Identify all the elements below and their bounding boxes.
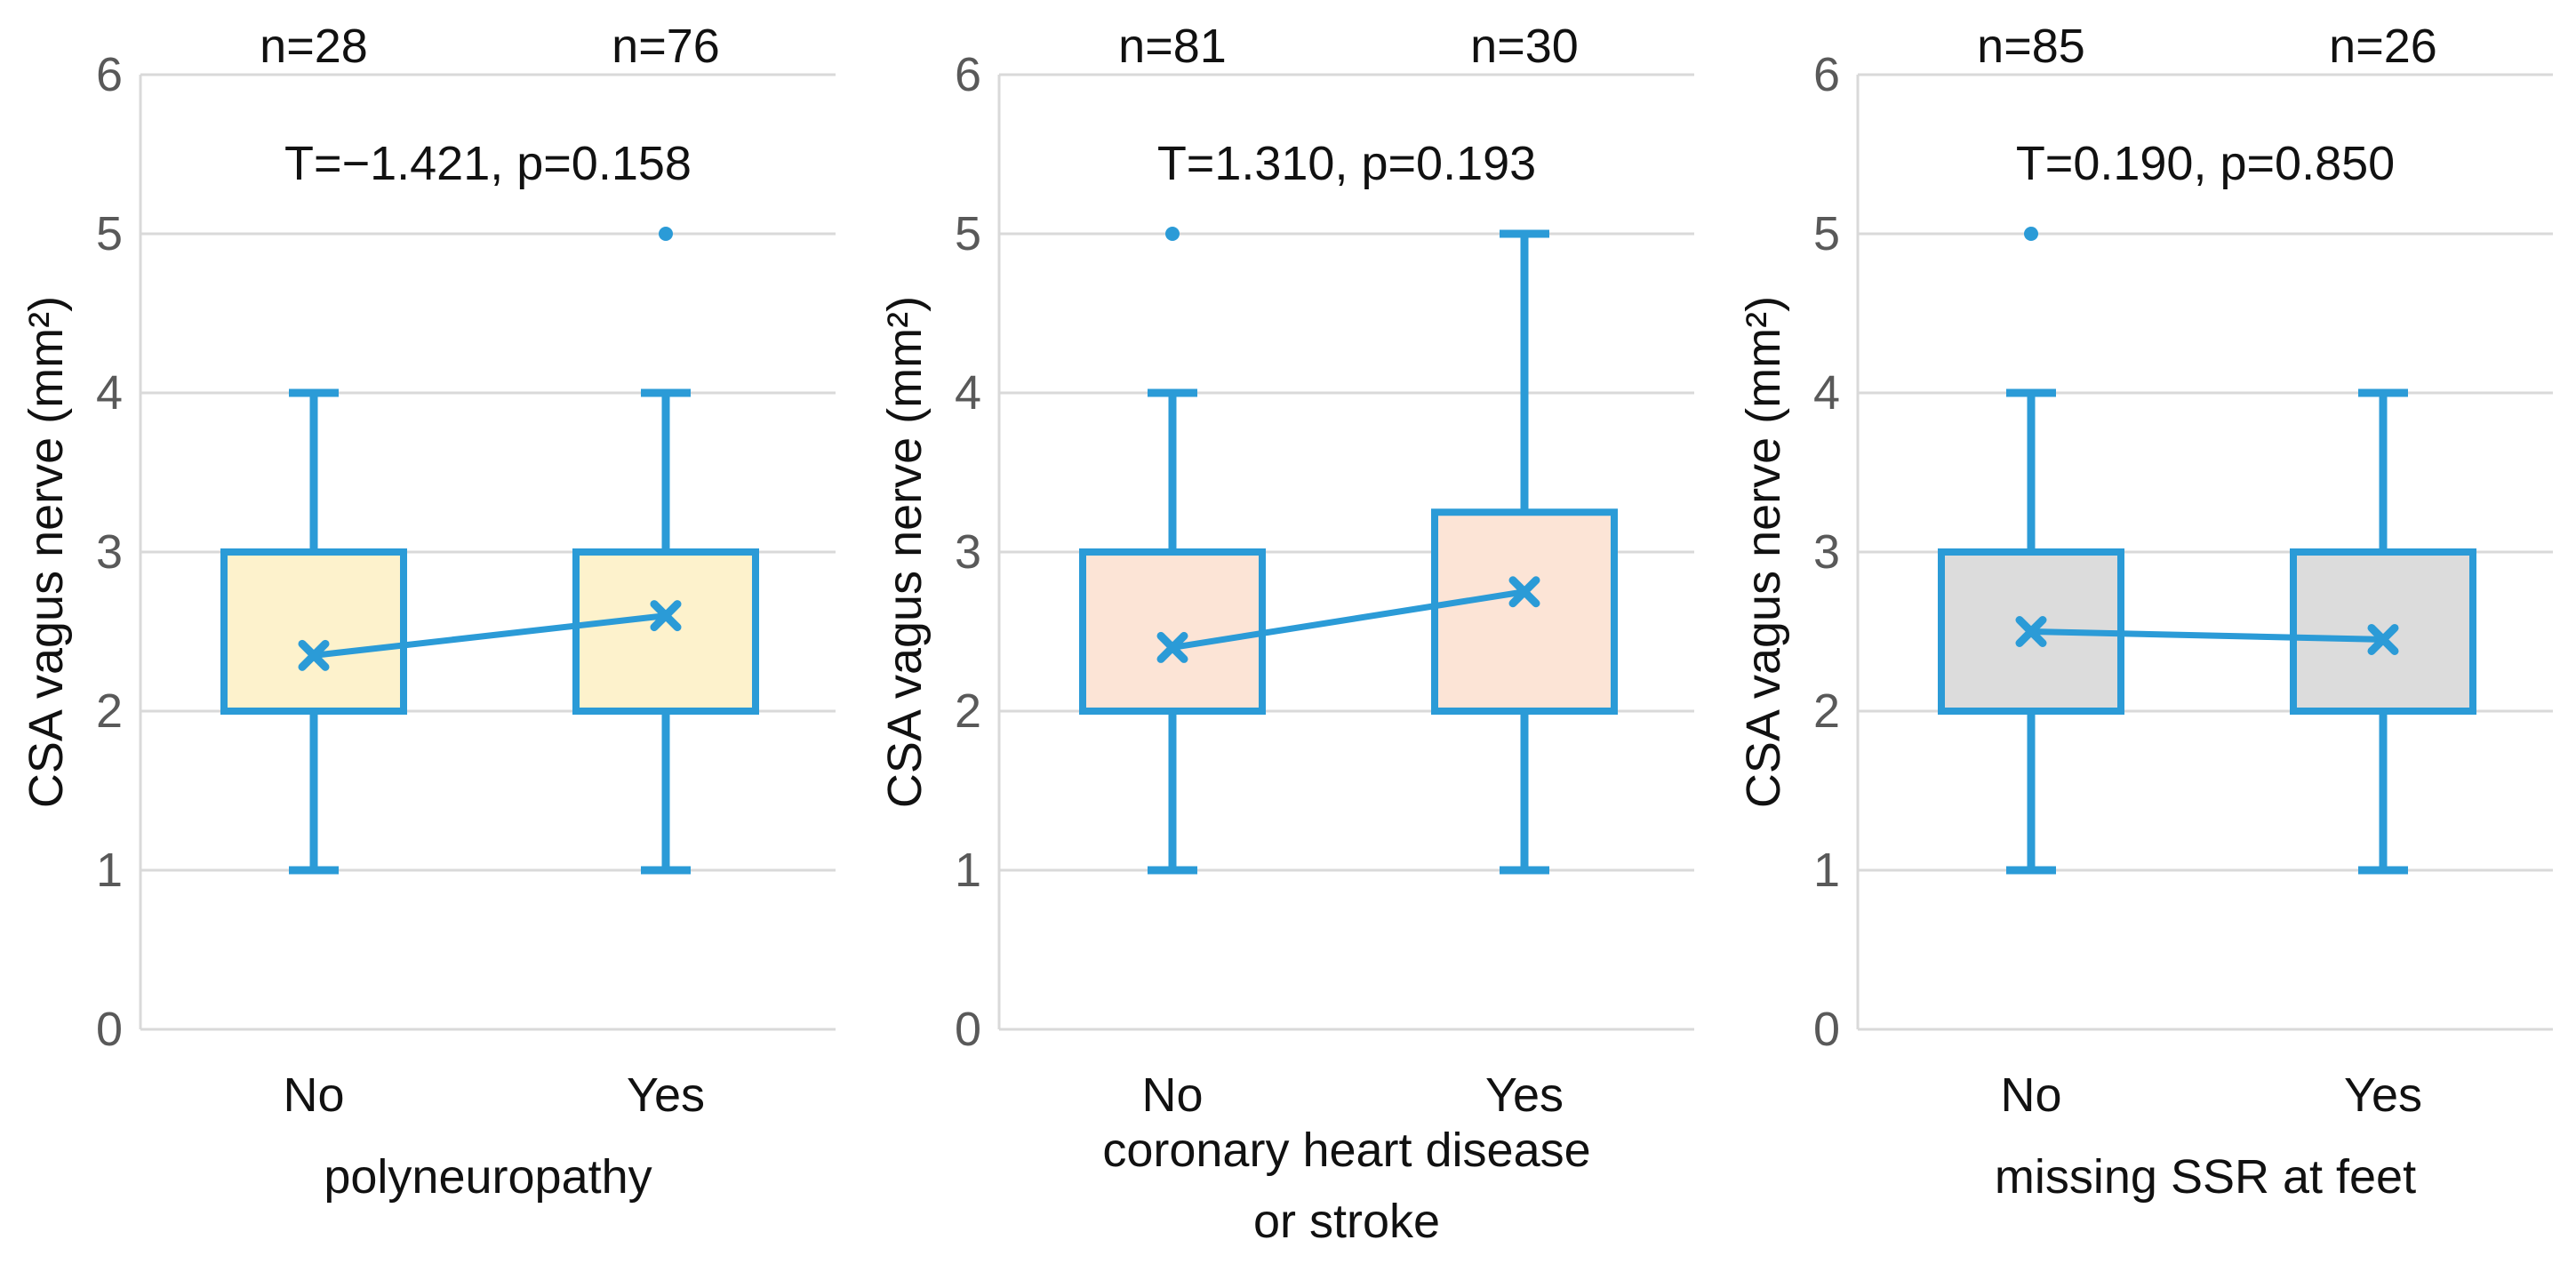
y-tick-label: 4 [955,366,981,420]
y-tick-label: 1 [955,844,981,897]
y-tick-label: 6 [955,48,981,101]
stats-label: T=0.190, p=0.850 [2016,137,2395,190]
sample-size-label: n=81 [1118,20,1227,73]
x-axis-title: missing SSR at feet [1995,1150,2416,1204]
y-tick-label: 6 [1813,48,1840,101]
x-axis-title: coronary heart disease [1102,1124,1590,1177]
mean-marker [1508,576,1540,608]
box [1079,548,1266,715]
sample-size-label: n=30 [1470,20,1579,73]
stats-label: T=1.310, p=0.193 [1157,137,1536,190]
category-label: Yes [2344,1068,2422,1122]
category-label: No [1141,1068,1203,1122]
panel-polyneuropathy: 0 1 2 3 4 5 6 CSA vagus nerve (mm²) T=−1.421, p=… [0,0,859,1264]
panel-svg-coronary-heart-disease-or-stroke: 0 1 2 3 4 5 6 CSA vagus nerve (mm²) T=1.310, p=0… [878,20,1694,1248]
panel-missing-ssr-at-feet: 0 1 2 3 4 5 6 CSA vagus nerve (mm²) T=0.190, p=0… [1717,0,2576,1264]
mean-connector-line [313,612,667,659]
category-label: No [283,1068,344,1122]
y-tick-label: 1 [1813,844,1840,897]
y-tick-label: 1 [96,844,123,897]
y-tick-label: 6 [96,48,123,101]
y-tick-label: 4 [96,366,123,420]
box [1431,508,1618,715]
mean-connector-line [1172,588,1525,651]
category-label: Yes [1485,1068,1564,1122]
y-tick-label: 5 [96,207,123,260]
mean-connector-line [2030,628,2384,643]
y-tick-label: 5 [955,207,981,260]
panel-svg-polyneuropathy: 0 1 2 3 4 5 6 CSA vagus nerve (mm²) T=−1.421, p=… [20,20,836,1204]
y-axis-title: CSA vagus nerve (mm²) [878,296,932,808]
category-label: No [2000,1068,2061,1122]
y-tick-label: 2 [1813,684,1840,738]
x-axis-title: or stroke [1253,1195,1440,1248]
mean-marker [2015,616,2047,647]
mean-marker [650,600,682,632]
y-tick-label: 3 [96,525,123,579]
box [572,548,759,715]
panel-coronary-heart-disease-or-stroke: 0 1 2 3 4 5 6 CSA vagus nerve (mm²) T=1.310, p=0… [859,0,1717,1264]
box [2290,548,2476,715]
y-tick-label: 5 [1813,207,1840,260]
y-tick-label: 4 [1813,366,1840,420]
outlier-point [659,227,673,241]
x-axis-title: polyneuropathy [324,1150,652,1204]
sample-size-label: n=76 [612,20,720,73]
y-tick-label: 3 [1813,525,1840,579]
y-tick-label: 0 [955,1003,981,1056]
mean-marker [1156,631,1188,663]
y-axis-title: CSA vagus nerve (mm²) [1737,296,1790,808]
box [220,548,407,715]
y-tick-label: 2 [955,684,981,738]
category-label: Yes [627,1068,705,1122]
outlier-point [1165,227,1180,241]
y-tick-label: 0 [96,1003,123,1056]
sample-size-label: n=85 [1977,20,2085,73]
panel-svg-missing-ssr-at-feet: 0 1 2 3 4 5 6 CSA vagus nerve (mm²) T=0.190, p=0… [1737,20,2553,1204]
outlier-point [2024,227,2038,241]
mean-marker [298,639,330,671]
stats-label: T=−1.421, p=0.158 [284,137,692,190]
y-tick-label: 0 [1813,1003,1840,1056]
y-tick-label: 2 [96,684,123,738]
mean-marker [2367,623,2399,655]
sample-size-label: n=28 [260,20,368,73]
sample-size-label: n=26 [2329,20,2437,73]
y-tick-label: 3 [955,525,981,579]
y-axis-title: CSA vagus nerve (mm²) [20,296,73,808]
